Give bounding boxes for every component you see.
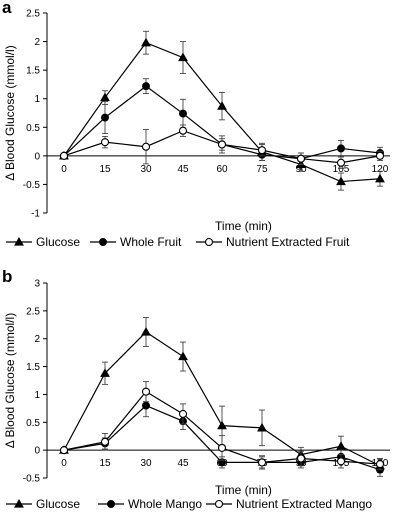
y-axis-title: Δ Blood Glucose (mmol/l) (3, 313, 17, 448)
x-tick-label: 30 (140, 164, 152, 175)
y-tick-label: 1 (34, 94, 40, 105)
x-tick-label: 15 (99, 164, 111, 175)
data-point (100, 138, 110, 147)
legend-item: Glucose (6, 235, 80, 249)
data-point (100, 92, 110, 102)
legend-item: Whole Fruit (90, 235, 182, 249)
data-point (375, 151, 385, 160)
legend-label: Glucose (36, 235, 80, 249)
data-point (337, 144, 345, 153)
legend: Glucose Whole Fruit Nutrient Extracted Fru… (6, 235, 350, 249)
y-tick-label: 2 (34, 37, 40, 48)
x-tick-label: 30 (140, 458, 152, 469)
data-point (296, 454, 306, 463)
y-tick-label: 1.5 (26, 362, 40, 373)
panel-label: a (2, 0, 12, 17)
x-tick-label: 45 (177, 458, 189, 469)
data-point (178, 409, 188, 418)
data-point (178, 52, 188, 62)
legend-marker (99, 238, 107, 246)
data-point (59, 446, 69, 455)
data-point (257, 458, 267, 467)
x-tick-label: 45 (177, 164, 189, 175)
data-point (101, 113, 109, 122)
legend-item: Nutrient Extracted Mango (206, 497, 372, 511)
legend-item: Whole Mango (98, 497, 202, 511)
legend-label: Nutrient Extracted Fruit (226, 235, 350, 249)
x-tick-label: 60 (216, 164, 228, 175)
legend-item: Nutrient Extracted Fruit (196, 235, 350, 249)
data-point (217, 443, 227, 452)
data-point (179, 109, 187, 118)
data-point (336, 158, 346, 167)
legend-marker (204, 237, 214, 247)
legend-label: Whole Mango (128, 497, 202, 511)
y-tick-label: 1 (34, 390, 40, 401)
y-tick-label: -1 (31, 209, 40, 220)
chart-panel-a: a-1-0.500.511.522.50 15 30 45 60 75 90 105 120Ti… (2, 0, 390, 249)
data-point (375, 460, 385, 469)
legend-marker (107, 500, 115, 508)
data-point (100, 368, 110, 377)
data-point (296, 154, 306, 163)
data-point (217, 140, 227, 149)
legend-marker (14, 236, 24, 246)
data-point (141, 327, 151, 336)
y-tick-label: -0.5 (23, 474, 41, 485)
x-tick-label: 105 (333, 164, 350, 175)
y-tick-label: -0.5 (23, 180, 41, 191)
data-point (217, 101, 227, 110)
panel-label: b (2, 267, 12, 286)
data-point (257, 146, 267, 155)
data-point (142, 401, 150, 410)
legend-marker (214, 499, 224, 509)
x-tick-label: 75 (256, 164, 268, 175)
data-point (178, 126, 188, 135)
data-point (336, 441, 346, 450)
data-point (141, 37, 151, 47)
y-tick-label: 0.5 (26, 123, 40, 134)
y-tick-label: 2 (34, 334, 40, 345)
y-tick-label: 2.5 (26, 9, 40, 20)
legend-label: Glucose (36, 497, 80, 511)
legend-item: Glucose (6, 497, 80, 511)
x-tick-label: 15 (99, 458, 111, 469)
y-axis-title: Δ Blood Glucose (mmol/l) (3, 45, 17, 180)
data-point (336, 457, 346, 466)
legend-label: Nutrient Extracted Mango (236, 497, 372, 511)
data-point (100, 437, 110, 446)
chart-panel-b: b-0.500.511.522.530153045607590105120Tim… (2, 267, 390, 511)
series-nutrient-extracted-mango (59, 381, 385, 471)
y-tick-label: 0 (34, 446, 40, 457)
data-point (375, 173, 385, 183)
data-point (141, 142, 151, 151)
data-point (142, 82, 150, 91)
legend-marker (14, 498, 24, 508)
data-point (217, 420, 227, 430)
x-axis-title: Time (min) (215, 483, 272, 497)
legend-label: Whole Fruit (120, 235, 182, 249)
data-point (336, 176, 346, 186)
data-point (59, 151, 69, 160)
y-tick-label: 3 (34, 279, 40, 290)
series-nutrient-extracted-fruit (59, 124, 385, 169)
x-tick-label: 0 (61, 458, 67, 469)
y-tick-label: 0.5 (26, 418, 40, 429)
y-tick-label: 2.5 (26, 306, 40, 317)
y-tick-label: 1.5 (26, 66, 40, 77)
x-tick-label: 120 (372, 164, 389, 175)
legend: Glucose Whole Mango Nutrient Extracted Man… (6, 497, 372, 511)
x-tick-label: 0 (61, 164, 67, 175)
y-tick-label: 0 (34, 151, 40, 162)
x-axis-title: Time (min) (215, 219, 272, 233)
data-point (257, 422, 267, 432)
data-point (178, 351, 188, 361)
data-point (141, 387, 151, 396)
